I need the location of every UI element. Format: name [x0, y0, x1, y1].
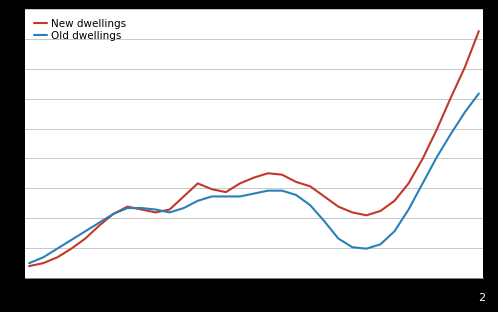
- New dwellings: [391, 199, 397, 203]
- Line: Old dwellings: Old dwellings: [29, 94, 479, 263]
- New dwellings: [279, 173, 285, 177]
- Old dwellings: [420, 182, 426, 185]
- Old dwellings: [391, 229, 397, 233]
- New dwellings: [420, 157, 426, 161]
- New dwellings: [195, 182, 201, 185]
- Old dwellings: [167, 211, 173, 214]
- Old dwellings: [111, 212, 117, 216]
- Old dwellings: [152, 208, 158, 212]
- New dwellings: [434, 128, 440, 132]
- Old dwellings: [54, 247, 60, 251]
- Old dwellings: [181, 206, 187, 210]
- Old dwellings: [82, 229, 88, 233]
- New dwellings: [181, 195, 187, 198]
- New dwellings: [265, 171, 271, 175]
- Old dwellings: [124, 206, 130, 210]
- New dwellings: [335, 205, 341, 208]
- New dwellings: [209, 187, 215, 191]
- Line: New dwellings: New dwellings: [29, 31, 479, 266]
- Old dwellings: [321, 219, 327, 223]
- Old dwellings: [405, 208, 411, 212]
- New dwellings: [237, 182, 243, 185]
- Old dwellings: [279, 189, 285, 193]
- New dwellings: [448, 96, 454, 100]
- New dwellings: [138, 208, 144, 212]
- Old dwellings: [223, 195, 229, 198]
- New dwellings: [293, 180, 299, 184]
- Old dwellings: [265, 189, 271, 193]
- Old dwellings: [293, 193, 299, 197]
- New dwellings: [26, 264, 32, 268]
- New dwellings: [40, 261, 46, 265]
- Old dwellings: [434, 155, 440, 159]
- Old dwellings: [26, 261, 32, 265]
- Old dwellings: [462, 110, 468, 114]
- New dwellings: [152, 211, 158, 214]
- Old dwellings: [476, 92, 482, 95]
- Old dwellings: [251, 192, 257, 195]
- New dwellings: [377, 209, 383, 213]
- Old dwellings: [195, 199, 201, 203]
- Old dwellings: [448, 132, 454, 136]
- New dwellings: [111, 212, 117, 216]
- Old dwellings: [364, 247, 370, 251]
- New dwellings: [462, 66, 468, 69]
- Old dwellings: [350, 245, 356, 249]
- New dwellings: [251, 176, 257, 179]
- Old dwellings: [335, 236, 341, 240]
- New dwellings: [223, 190, 229, 194]
- Old dwellings: [138, 206, 144, 210]
- Old dwellings: [237, 195, 243, 198]
- New dwellings: [476, 29, 482, 33]
- Old dwellings: [97, 221, 103, 224]
- New dwellings: [54, 256, 60, 259]
- New dwellings: [405, 182, 411, 185]
- Old dwellings: [307, 203, 313, 207]
- Old dwellings: [68, 238, 74, 242]
- Old dwellings: [40, 256, 46, 259]
- Old dwellings: [209, 195, 215, 198]
- New dwellings: [124, 205, 130, 208]
- New dwellings: [350, 211, 356, 214]
- Text: 2: 2: [479, 293, 486, 303]
- New dwellings: [321, 195, 327, 198]
- New dwellings: [167, 208, 173, 212]
- Legend: New dwellings, Old dwellings: New dwellings, Old dwellings: [31, 16, 129, 44]
- New dwellings: [68, 247, 74, 251]
- Old dwellings: [377, 242, 383, 246]
- New dwellings: [364, 213, 370, 217]
- New dwellings: [82, 236, 88, 240]
- New dwellings: [307, 184, 313, 188]
- New dwellings: [97, 224, 103, 227]
